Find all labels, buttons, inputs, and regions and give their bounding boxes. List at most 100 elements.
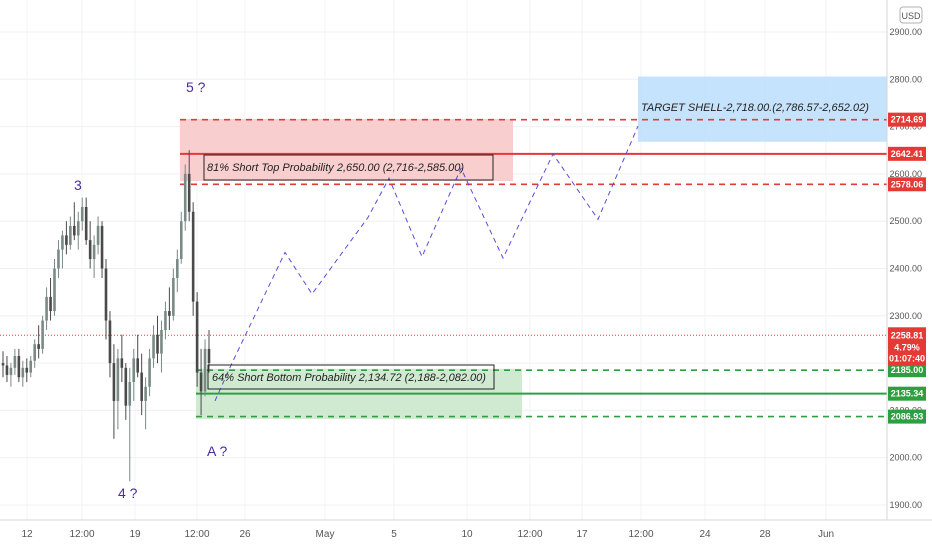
- candle-body: [17, 356, 21, 378]
- candle-body: [199, 372, 203, 392]
- candle-body: [140, 372, 143, 401]
- candle-body: [84, 207, 88, 241]
- candle-body: [53, 268, 56, 312]
- candle-body: [172, 277, 175, 316]
- time-tick-label: 12: [21, 529, 33, 540]
- price-tick-label: 2600.00: [889, 169, 922, 179]
- candle-body: [76, 221, 80, 236]
- level-badge: [888, 363, 926, 378]
- level-badge: [888, 112, 926, 127]
- time-tick-label: May: [316, 529, 335, 540]
- candle-body: [29, 360, 33, 373]
- candle-body: [5, 365, 9, 375]
- current-price-label: 2258.81: [891, 330, 924, 340]
- time-tick-label: 26: [239, 529, 251, 540]
- candle-body: [41, 320, 44, 349]
- candle-body: [104, 268, 108, 321]
- level-badge: [888, 409, 926, 424]
- candle-body: [61, 235, 64, 250]
- short-top-annotation: 81% Short Top Probability 2,650.00 (2,71…: [207, 162, 464, 174]
- time-axis[interactable]: 12 12:00 19 12:00 26 May 5 10 12:00 17 12:00 24 28 Ju…: [21, 529, 834, 540]
- short-top-zone: [180, 119, 513, 181]
- price-tick-label: 2300.00: [889, 311, 922, 321]
- wave-label-3: 3: [74, 177, 82, 193]
- candle-body: [57, 249, 60, 269]
- candle-body: [88, 240, 92, 260]
- candle-body: [69, 225, 72, 245]
- time-tick-label: 17: [576, 529, 588, 540]
- candle-body: [195, 301, 199, 373]
- time-tick-label: 10: [461, 529, 473, 540]
- grid: [0, 0, 887, 520]
- candle-body: [25, 367, 29, 373]
- countdown-label: 01:07:40: [889, 353, 925, 363]
- candle-body: [160, 329, 163, 354]
- level-badge: [888, 386, 926, 401]
- candle-body: [96, 225, 100, 245]
- short-top-annotation-box: [203, 154, 494, 181]
- candle-body: [152, 334, 155, 359]
- level-badge: [888, 146, 926, 161]
- price-axis[interactable]: 1900.002000.002100.002200.002300.002400.…: [889, 27, 922, 510]
- level-badge-label: 2714.69: [891, 115, 924, 125]
- current-price-badge: [888, 327, 926, 366]
- target-annotation: TARGET SHELL-2,718.00.(2,786.57-2,652.02…: [641, 102, 869, 114]
- annotations: 81% Short Top Probability 2,650.00 (2,71…: [203, 102, 869, 390]
- candle-body: [13, 356, 17, 368]
- candle-body: [144, 386, 147, 401]
- price-tick-label: 2000.00: [889, 453, 922, 463]
- candle-body: [65, 235, 68, 245]
- candle-body: [120, 358, 124, 368]
- candle-body: [33, 344, 36, 361]
- candle-body: [168, 311, 171, 316]
- candle-body: [156, 334, 159, 354]
- level-badge-label: 2578.06: [891, 179, 924, 189]
- candle-body: [176, 259, 179, 278]
- wave-label-5: 5 ?: [186, 79, 206, 95]
- candle-body: [49, 296, 52, 312]
- candle-body: [179, 221, 183, 260]
- time-tick-label: 19: [129, 529, 141, 540]
- candle-body: [80, 207, 84, 222]
- level-badge-label: 2086.93: [891, 412, 924, 422]
- candle-body: [164, 311, 167, 330]
- price-tick-label: 1900.00: [889, 500, 922, 510]
- time-tick-label: 28: [759, 529, 771, 540]
- time-tick-label: 12:00: [517, 529, 542, 540]
- candle-body: [9, 367, 13, 375]
- price-tick-label: 2900.00: [889, 27, 922, 37]
- candle-body: [207, 348, 211, 364]
- candle-body: [132, 358, 136, 383]
- currency-label: USD: [901, 11, 921, 21]
- price-tick-label: 2500.00: [889, 216, 922, 226]
- target-zone: [638, 76, 887, 142]
- candle-body: [187, 173, 191, 212]
- candle-body: [92, 244, 96, 260]
- wave-label-4: 4 ?: [118, 485, 138, 501]
- time-tick-label: 24: [699, 529, 711, 540]
- time-tick-label: 5: [391, 529, 397, 540]
- candle-body: [112, 363, 116, 401]
- levels: [0, 118, 887, 418]
- candle-body: [183, 173, 187, 222]
- candle-body: [124, 367, 128, 406]
- wave-label-a: A ?: [207, 443, 227, 459]
- candle-body: [128, 382, 132, 406]
- candle-body: [203, 348, 207, 392]
- level-badge: [888, 177, 926, 192]
- time-tick-label: 12:00: [184, 529, 209, 540]
- candles: [1, 150, 211, 482]
- candle-body: [136, 358, 139, 373]
- price-tick-label: 2400.00: [889, 264, 922, 274]
- candle-body: [108, 320, 112, 364]
- level-badge-label: 2185.00: [891, 365, 924, 375]
- short-bottom-annotation: 64% Short Bottom Probability 2,134.72 (2…: [212, 372, 486, 384]
- candle-body: [1, 363, 5, 366]
- level-badge-label: 2642.41: [891, 149, 924, 159]
- level-badge-label: 2135.34: [891, 389, 924, 399]
- price-tick-label: 2800.00: [889, 74, 922, 84]
- currency-badge[interactable]: [899, 6, 923, 24]
- candle-body: [116, 358, 120, 401]
